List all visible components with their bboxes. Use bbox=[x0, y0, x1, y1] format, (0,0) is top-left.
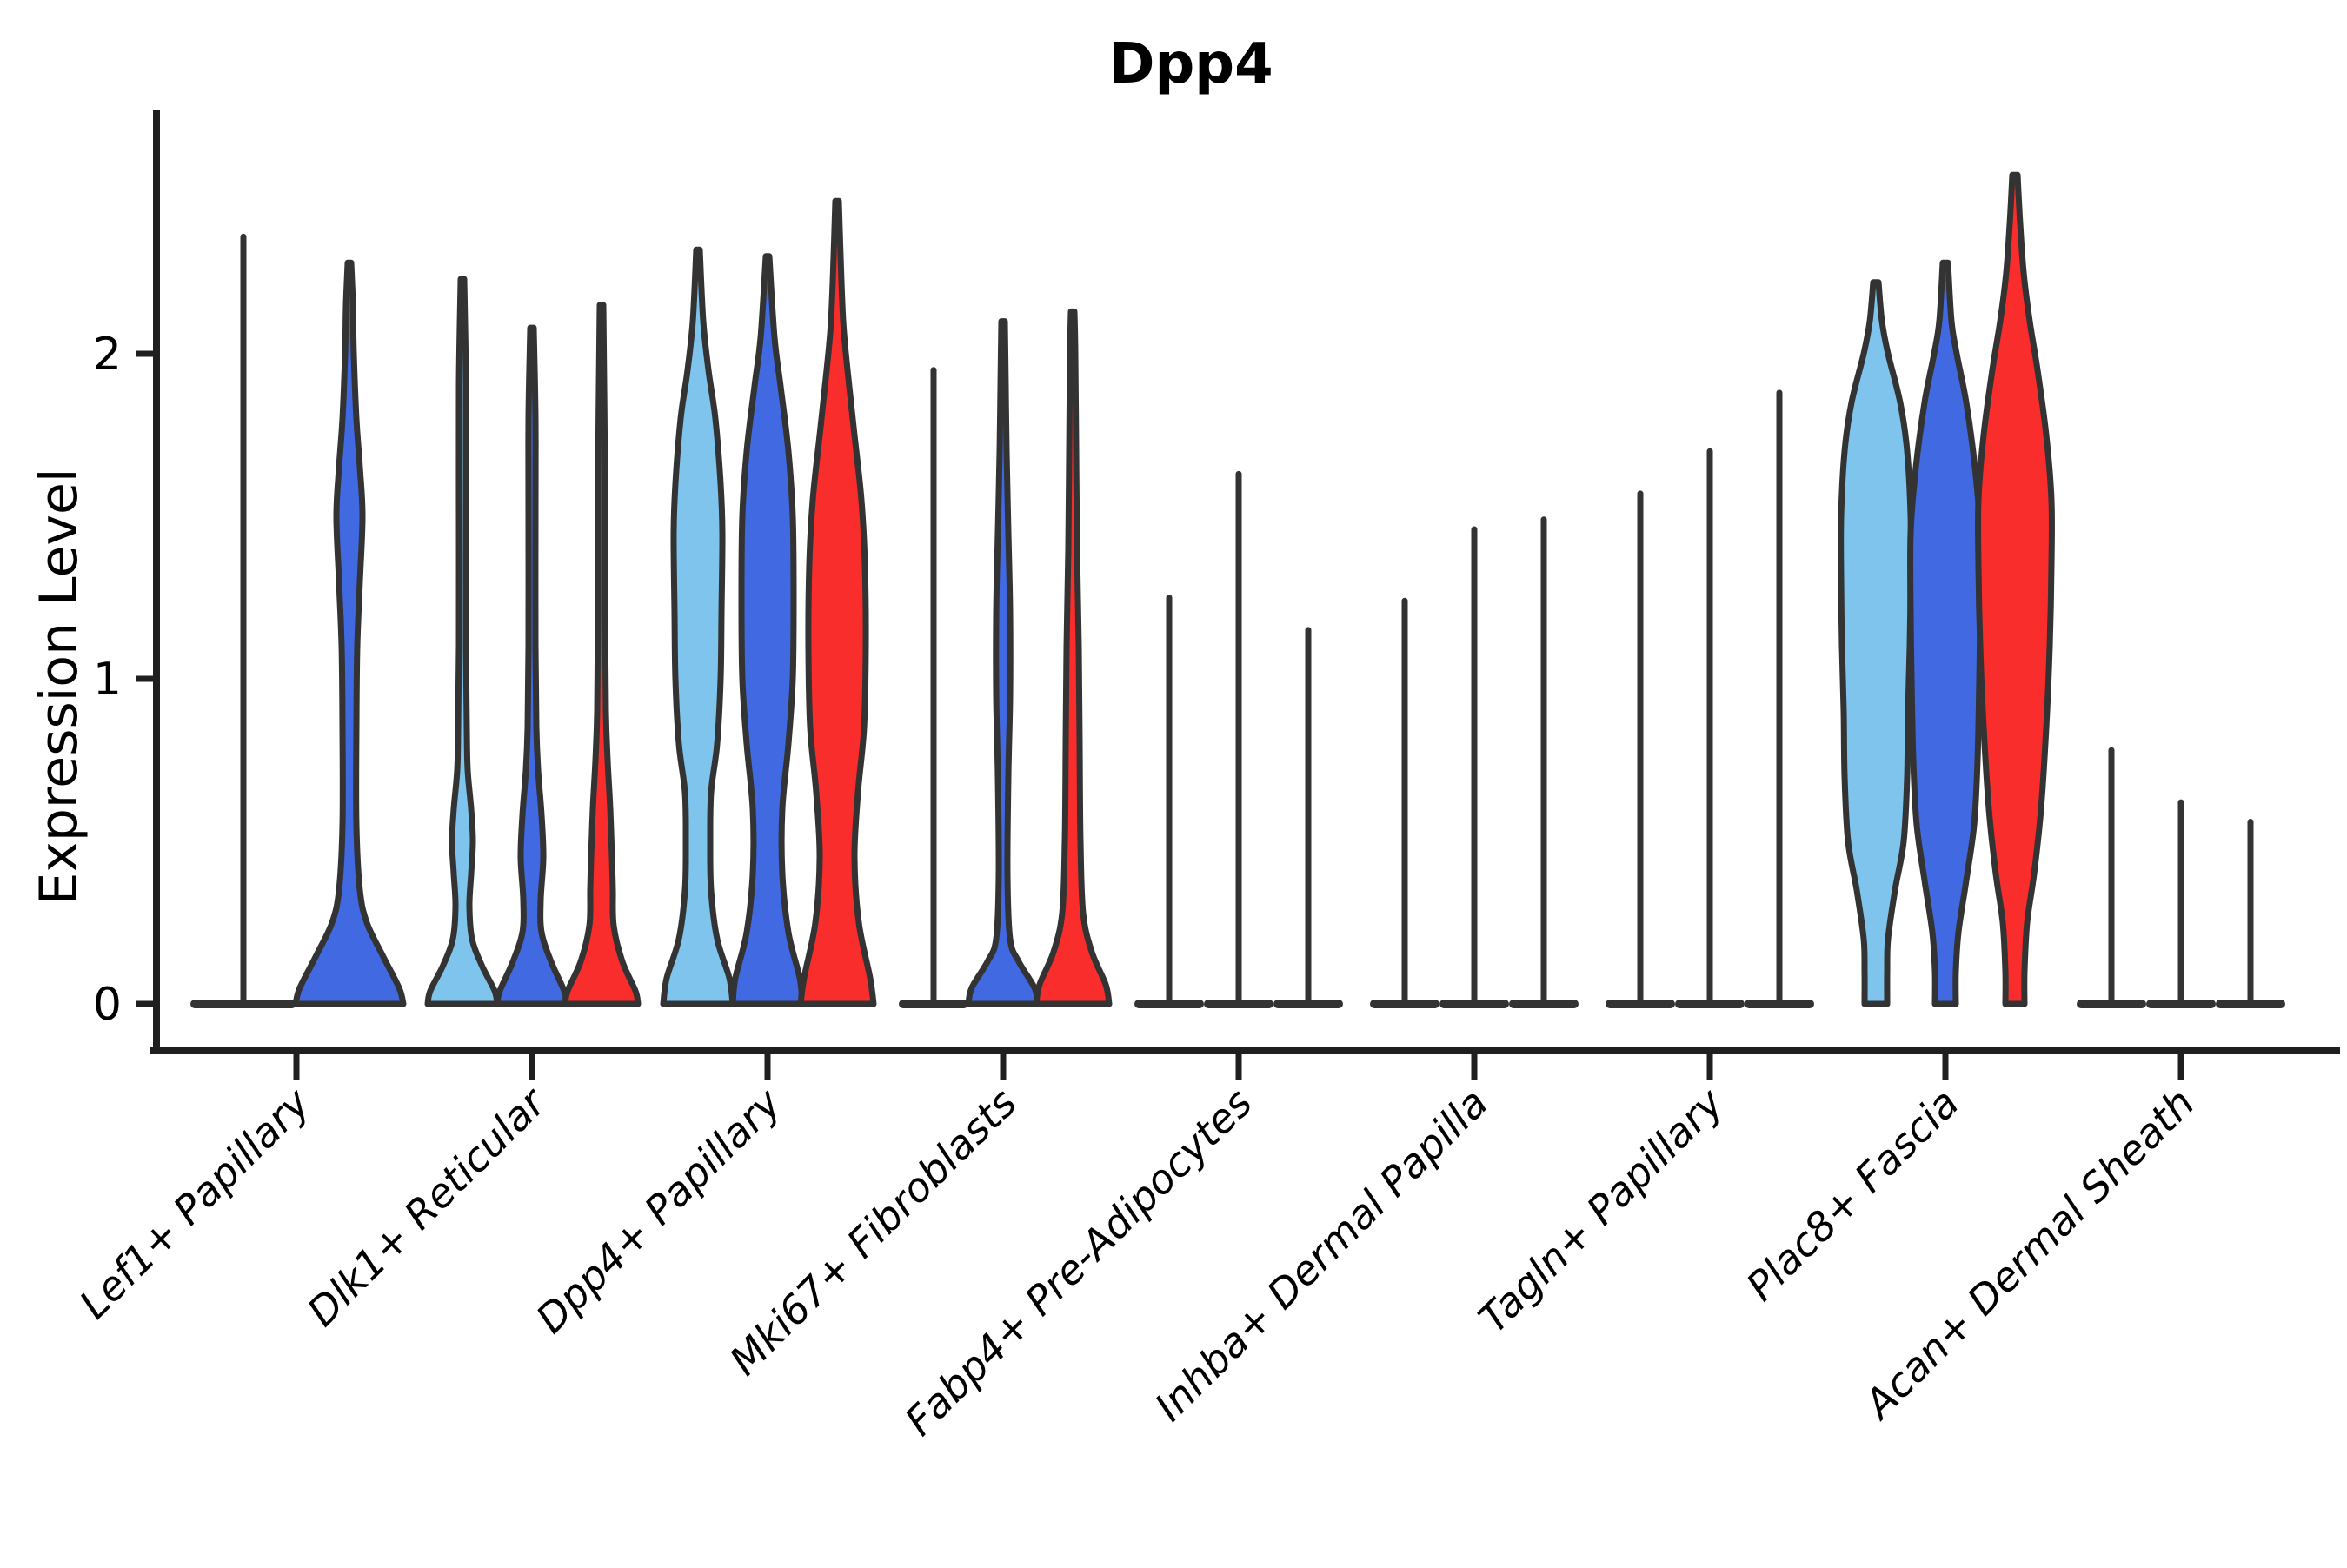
violin-body bbox=[292, 259, 407, 1007]
violin-body bbox=[1838, 279, 1914, 1007]
violin-body bbox=[424, 276, 501, 1007]
x-category-label: Dlk1+ Reticular bbox=[298, 1077, 556, 1335]
violin-body bbox=[965, 318, 1041, 1007]
violin-body bbox=[494, 324, 570, 1007]
x-category-label: Lef1+ Papillary bbox=[70, 1079, 319, 1327]
x-category-label: Plac8+ Fascia bbox=[1737, 1080, 1967, 1310]
violin-body bbox=[1974, 171, 2056, 1007]
y-tick-label: 1 bbox=[93, 654, 122, 706]
violin-body bbox=[1033, 308, 1113, 1007]
violin-body bbox=[797, 197, 877, 1007]
x-category-label: Tagln+ Papillary bbox=[1469, 1079, 1732, 1342]
y-axis-label: Expression Level bbox=[29, 468, 90, 905]
violins-layer bbox=[190, 171, 2285, 1008]
violin-body bbox=[660, 246, 736, 1007]
y-tick-label: 2 bbox=[93, 329, 122, 381]
y-tick-label: 0 bbox=[93, 979, 122, 1031]
x-category-label: Dpp4+ Papillary bbox=[527, 1079, 790, 1342]
violin-body bbox=[729, 253, 806, 1007]
violin-body bbox=[562, 302, 642, 1007]
y-axis-ticks: 0 1 2 bbox=[93, 329, 155, 1031]
violin-body bbox=[1907, 259, 1984, 1007]
chart-title: Dpp4 bbox=[1108, 32, 1273, 96]
